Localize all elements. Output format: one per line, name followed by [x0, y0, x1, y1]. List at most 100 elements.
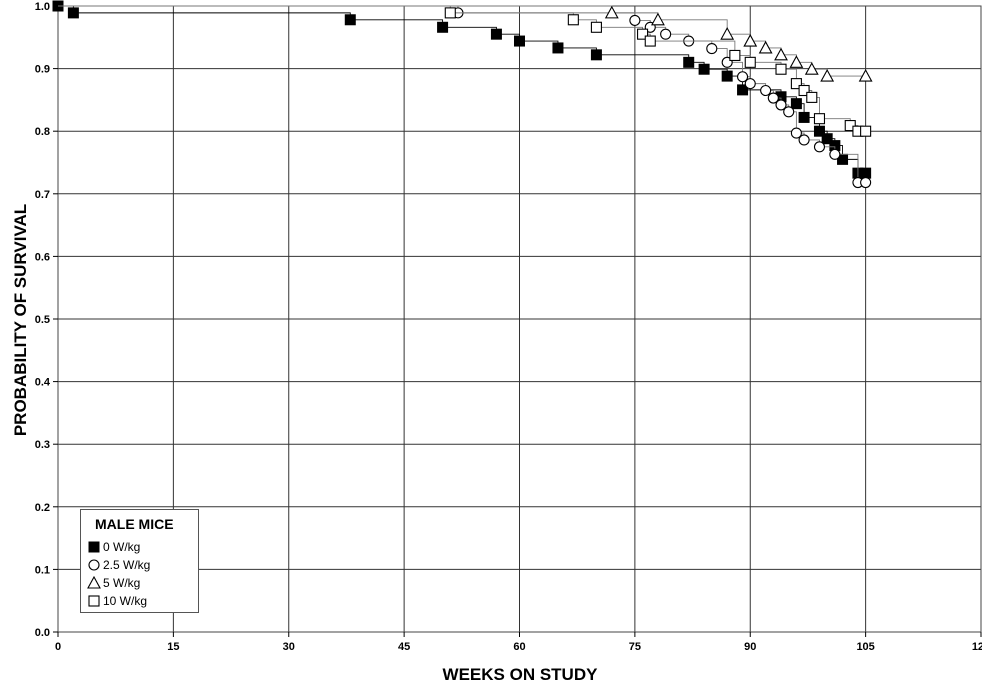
- legend-label: 5 W/kg: [103, 576, 141, 590]
- data-point-marker: [806, 91, 818, 103]
- data-point-marker: [790, 98, 802, 110]
- data-point-marker: [567, 14, 579, 26]
- data-point-marker: [629, 14, 641, 26]
- data-point-marker: [651, 12, 665, 26]
- legend-marker: [88, 595, 100, 607]
- data-point-marker: [813, 141, 826, 153]
- y-tick-label: 0.2: [35, 502, 50, 514]
- legend-label: 2.5 W/kg: [103, 558, 151, 572]
- x-tick-label: 60: [513, 641, 525, 653]
- y-axis-title: PROBABILITY OF SURVIVAL: [11, 204, 30, 436]
- data-point-marker: [790, 78, 802, 90]
- data-point-marker: [67, 7, 79, 19]
- legend-item: 5 W/kg: [87, 574, 192, 592]
- data-point-marker: [490, 28, 502, 40]
- data-point-marker: [590, 49, 602, 61]
- data-point-marker: [344, 14, 356, 26]
- data-point-marker: [637, 28, 649, 40]
- legend-title: MALE MICE: [95, 516, 174, 532]
- data-point-marker: [744, 56, 756, 68]
- grid-lines: [57, 5, 982, 633]
- data-point-marker: [860, 125, 872, 137]
- data-point-marker: [798, 111, 810, 123]
- data-point-marker: [514, 35, 525, 47]
- y-axis-ticks: 0.0 0.1 0.2 0.3 0.4 0.5 0.6 0.7 0.8 0.9 1.0: [35, 1, 58, 639]
- data-point-marker: [590, 21, 602, 33]
- data-point-marker: [813, 113, 826, 125]
- data-point-marker: [721, 70, 733, 82]
- data-point-marker: [775, 99, 787, 111]
- y-tick-label: 1.0: [35, 1, 50, 13]
- data-point-marker: [437, 21, 449, 33]
- data-point-marker: [790, 127, 802, 139]
- data-point-marker: [644, 35, 656, 47]
- data-point-marker: [744, 78, 756, 90]
- x-tick-label: 120: [972, 641, 982, 653]
- legend-marker: [88, 559, 100, 571]
- x-tick-label: 30: [283, 641, 295, 653]
- data-point-marker: [737, 84, 749, 96]
- data-point-marker: [821, 133, 833, 145]
- data-point-marker: [798, 134, 810, 146]
- data-point-marker: [829, 148, 841, 160]
- y-tick-label: 0.3: [35, 439, 50, 451]
- x-tick-label: 15: [167, 641, 179, 653]
- x-tick-label: 0: [55, 641, 61, 653]
- data-point-marker: [444, 7, 456, 19]
- data-point-marker: [804, 62, 819, 75]
- data-point-marker: [860, 176, 872, 189]
- data-point-marker: [774, 47, 788, 61]
- y-tick-label: 0.7: [35, 189, 50, 201]
- data-point-marker: [552, 42, 564, 54]
- data-point-marker: [844, 120, 856, 132]
- data-point-marker: [758, 40, 773, 54]
- data-point-marker: [683, 56, 695, 68]
- legend: MALE MICE 0 W/kg 2.5 W/kg 5 W/kg 10 W/kg: [80, 509, 199, 613]
- data-point-marker: [660, 28, 672, 40]
- series-2: [58, 5, 873, 82]
- data-point-marker: [706, 43, 718, 55]
- data-point-marker: [760, 84, 772, 97]
- y-tick-label: 0.4: [35, 377, 51, 389]
- legend-label: 0 W/kg: [103, 540, 141, 554]
- data-point-marker: [820, 68, 835, 82]
- data-point-marker: [698, 63, 710, 75]
- legend-item: 2.5 W/kg: [87, 556, 192, 574]
- x-tick-label: 90: [744, 641, 756, 653]
- y-tick-label: 0.0: [35, 627, 50, 639]
- data-point-marker: [860, 167, 872, 179]
- legend-symbol: [88, 559, 100, 571]
- data-point-marker: [789, 55, 804, 68]
- x-axis-ticks: 0 15 30 45 60 75 90 105 120: [55, 632, 982, 653]
- data-point-marker: [720, 27, 735, 40]
- legend-item: 10 W/kg: [87, 592, 192, 610]
- x-tick-label: 105: [856, 641, 874, 653]
- data-point-marker: [767, 92, 779, 104]
- data-point-marker: [743, 33, 758, 47]
- series-3: [58, 5, 872, 137]
- data-point-marker: [813, 125, 825, 137]
- legend-symbol: [87, 576, 101, 589]
- legend-label: 10 W/kg: [103, 594, 148, 608]
- data-point-marker: [775, 63, 787, 75]
- data-point-marker: [604, 5, 619, 19]
- series-1: [58, 5, 872, 189]
- data-point-marker: [783, 106, 795, 118]
- y-tick-label: 0.5: [35, 314, 50, 326]
- data-point-marker: [729, 49, 741, 62]
- x-axis-title: WEEKS ON STUDY: [443, 665, 599, 684]
- x-tick-label: 45: [398, 641, 410, 653]
- legend-symbol: [88, 595, 100, 607]
- y-tick-label: 0.8: [35, 126, 50, 138]
- data-point-marker: [798, 84, 810, 97]
- y-tick-label: 0.1: [35, 564, 50, 576]
- legend-marker: [88, 541, 100, 553]
- x-tick-label: 75: [629, 641, 641, 653]
- legend-marker: [87, 576, 101, 589]
- series-0: [52, 0, 872, 179]
- series-layer: [52, 0, 873, 189]
- data-point-marker: [737, 71, 749, 83]
- legend-item: 0 W/kg: [87, 538, 192, 556]
- y-tick-label: 0.6: [35, 251, 50, 263]
